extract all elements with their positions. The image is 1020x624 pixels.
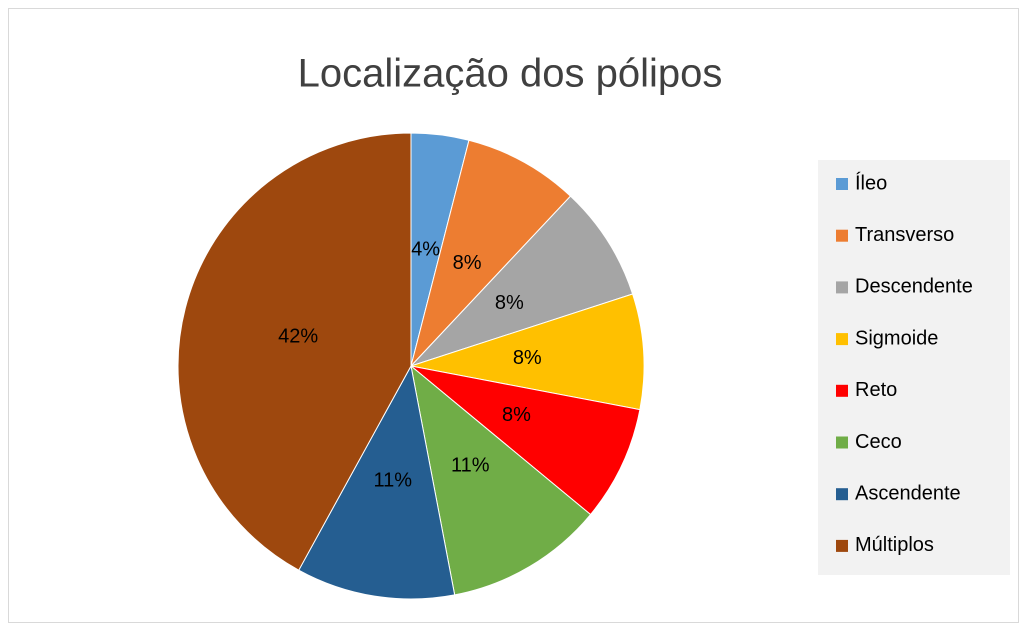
legend-swatch — [836, 384, 848, 397]
data-label: 11% — [451, 455, 490, 477]
pie-slice — [298, 364, 456, 600]
chart-title: Localização dos pólipos — [298, 52, 723, 96]
data-label: 8% — [513, 347, 542, 369]
pie-slice — [410, 365, 641, 516]
legend-label: Reto — [855, 379, 897, 401]
legend-label: Descendente — [855, 276, 973, 298]
legend-box — [818, 160, 1010, 575]
legend-label: Ascendente — [855, 482, 961, 504]
legend-label: Transverso — [855, 224, 954, 246]
legend-swatch — [836, 488, 848, 501]
data-label: 4% — [411, 239, 440, 261]
data-label: 8% — [453, 252, 482, 274]
pie-slice — [410, 195, 634, 367]
pie-slice — [177, 132, 412, 571]
legend-label: Sigmoide — [855, 327, 938, 349]
legend-swatch — [836, 229, 848, 242]
pie-slice — [410, 139, 572, 367]
legend-swatch — [836, 539, 848, 552]
data-label: 8% — [495, 292, 524, 314]
pie-slice — [410, 364, 592, 596]
pie-slice — [410, 293, 645, 411]
legend-label: Ceco — [855, 431, 902, 453]
data-label: 11% — [374, 469, 413, 491]
legend-swatch — [836, 333, 848, 346]
data-label: 42% — [278, 325, 318, 347]
legend-label: Múltiplos — [855, 534, 934, 556]
legend-label: Íleo — [855, 171, 887, 194]
data-label: 8% — [502, 404, 531, 426]
legend-swatch — [836, 436, 848, 449]
legend-swatch — [836, 281, 848, 294]
legend-swatch — [836, 178, 848, 190]
